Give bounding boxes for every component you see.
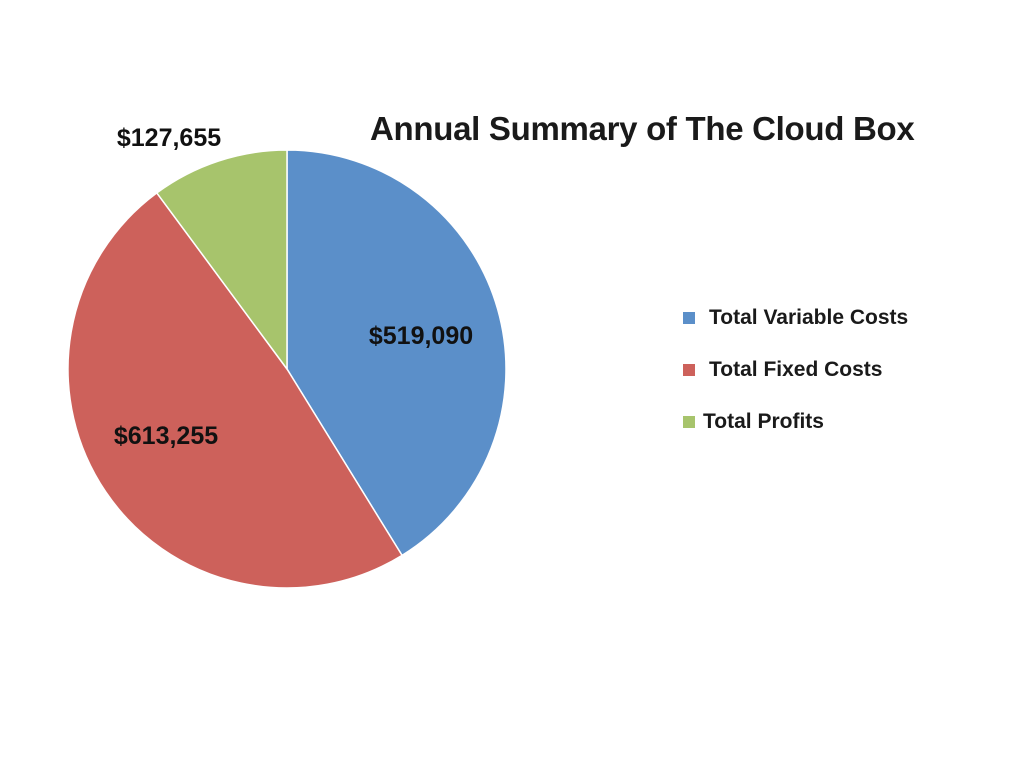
data-label-fixed-costs: $613,255	[114, 422, 218, 450]
legend-swatch-profits	[683, 416, 695, 428]
data-label-variable-costs: $519,090	[369, 322, 473, 350]
pie-slice-variable-costs	[286, 149, 507, 557]
legend-item-profits: Total Profits	[683, 409, 908, 435]
pie-slice-fixed-costs	[67, 191, 404, 589]
data-label-profits: $127,655	[117, 124, 221, 152]
legend-swatch-fixed-costs	[683, 364, 695, 376]
legend-label-variable-costs: Total Variable Costs	[709, 306, 909, 329]
chart-legend: Total Variable Costs Total Fixed Costs T…	[683, 305, 908, 461]
pie-data-labels: $519,090 $613,255 $127,655	[114, 124, 473, 450]
pie-slice-profits	[155, 149, 288, 372]
legend-item-fixed-costs: Total Fixed Costs	[683, 357, 908, 383]
pie-slices	[67, 149, 507, 589]
legend-swatch-variable-costs	[683, 312, 695, 324]
chart-title: Annual Summary of The Cloud Box	[370, 110, 915, 147]
legend-label-fixed-costs: Total Fixed Costs	[709, 358, 883, 381]
legend-item-variable-costs: Total Variable Costs	[683, 305, 908, 331]
legend-label-profits: Total Profits	[703, 410, 824, 433]
